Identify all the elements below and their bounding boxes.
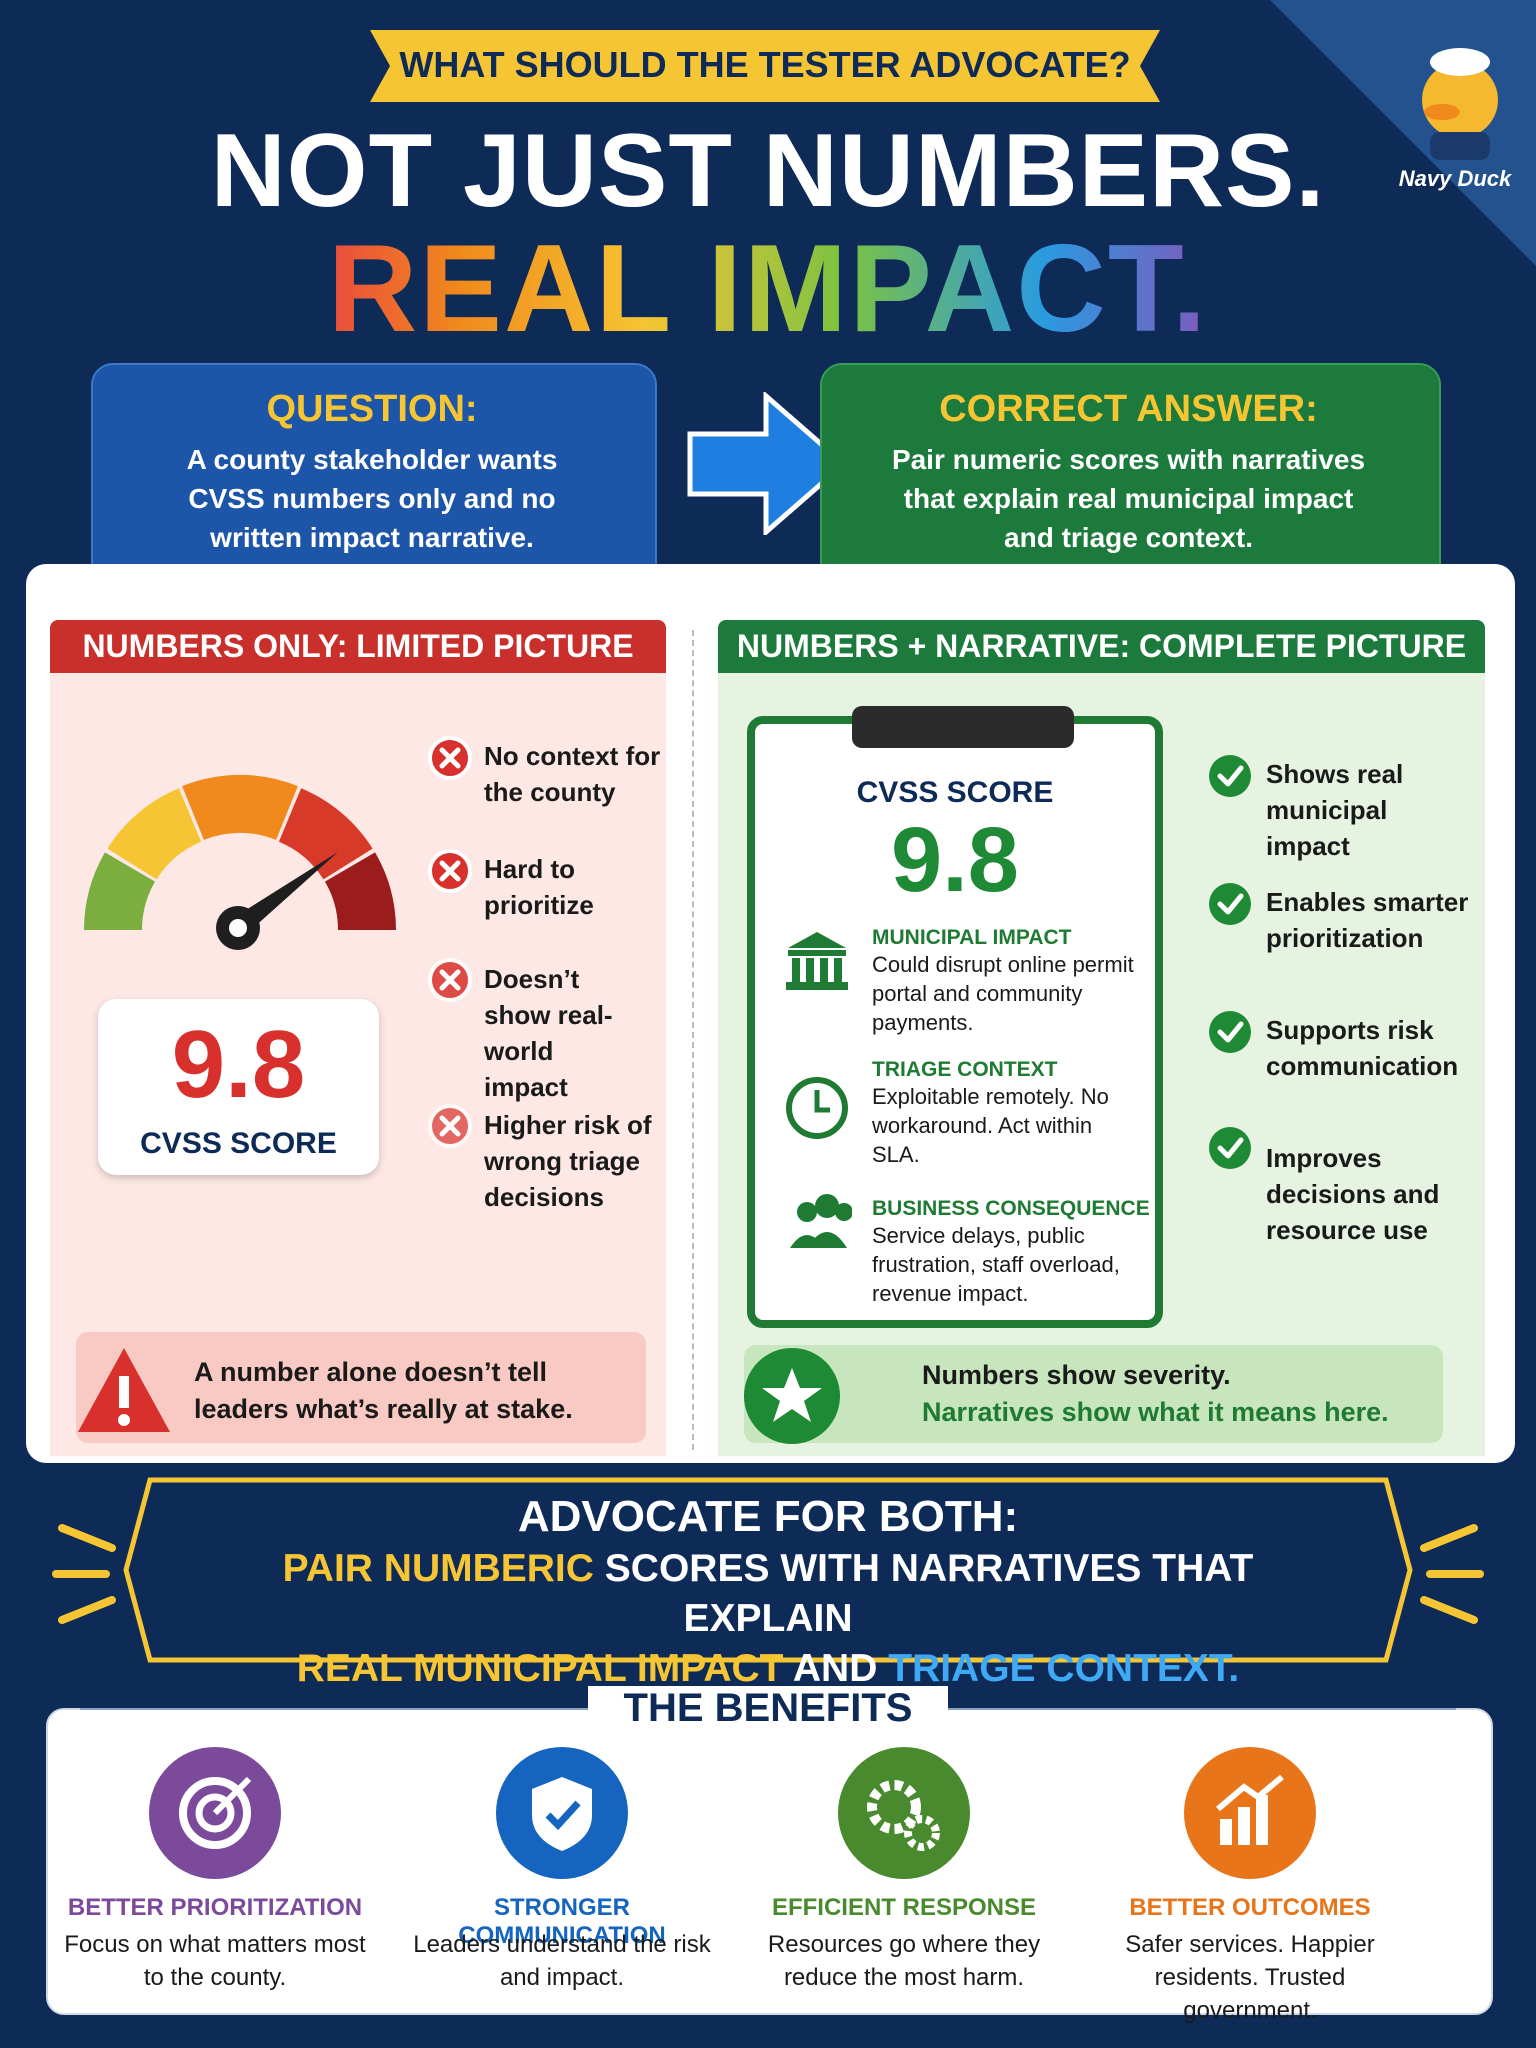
benefit-text: Resources go where they reduce the most … (767, 1931, 1041, 1991)
badge-label: Navy Duck (1398, 166, 1512, 191)
left-header: NUMBERS ONLY: LIMITED PICTURE (50, 620, 666, 673)
advocate-title: ADVOCATE FOR BOTH: (517, 1492, 1019, 1541)
note-line1: Numbers show severity. (922, 1360, 1231, 1390)
warning-box (76, 1332, 646, 1443)
card-section: TRIAGE CONTEXT Exploitable remotely. No … (872, 1058, 1112, 1169)
banner-ribbon (370, 30, 1160, 102)
answer-box (820, 363, 1441, 585)
warning-icon (78, 1348, 170, 1432)
limit-point: Higher risk of wrong triage decisions (484, 1110, 652, 1212)
benefit-point: Improves decisions and resource use (1266, 1143, 1440, 1245)
badge-corner (1270, 0, 1536, 266)
clipboard (747, 716, 1163, 1328)
advocate-banner (52, 1477, 1484, 1663)
headline-line1: NOT JUST NUMBERS. (210, 113, 1326, 229)
benefit-point: Shows real municipal impact (1266, 759, 1404, 861)
advocate-segment: REAL MUNICIPAL IMPACT (296, 1647, 784, 1690)
benefit-text: Leaders understand the risk and impact. (413, 1931, 711, 1991)
section-text: Exploitable remotely. No workaround. Act… (872, 1084, 1109, 1167)
benefits-title: THE BENEFITS (588, 1686, 948, 1731)
card-section: BUSINESS CONSEQUENCE Service delays, pub… (872, 1197, 1152, 1308)
limit-point: Doesn’t show real-world impact (484, 964, 613, 1102)
limit-point: No context for the county (484, 741, 661, 807)
card-score: 9.8 (891, 809, 1019, 911)
card-score-label: CVSS SCORE (856, 776, 1054, 809)
section-title: TRIAGE CONTEXT (872, 1058, 1058, 1081)
benefit-icon (1184, 1747, 1316, 1879)
question-title: QUESTION: (266, 388, 478, 430)
limit-point: Hard to prioritize (484, 854, 594, 920)
question-text: A county stakeholder wants CVSS numbers … (186, 444, 558, 553)
advocate-segment: SCORES WITH NARRATIVES THAT EXPLAIN (604, 1547, 1254, 1640)
benefit-title: STRONGER COMMUNICATION (458, 1894, 666, 1949)
note-line2: Narratives show what it means here. (922, 1397, 1389, 1427)
section-text: Could disrupt online permit portal and c… (872, 952, 1134, 1035)
banner: WHAT SHOULD THE TESTER ADVOCATE? (399, 44, 1131, 85)
star-icon (744, 1348, 840, 1444)
answer-title: CORRECT ANSWER: (939, 388, 1318, 430)
gauge (83, 774, 397, 950)
benefit-title: BETTER OUTCOMES (1129, 1894, 1371, 1921)
arrow (687, 392, 848, 535)
benefit-icon (149, 1747, 281, 1879)
benefit-text: Focus on what matters most to the county… (64, 1931, 366, 1991)
right-header: NUMBERS + NARRATIVE: COMPLETE PICTURE (718, 620, 1485, 673)
section-title: BUSINESS CONSEQUENCE (872, 1197, 1150, 1220)
advocate-segment: AND (792, 1647, 878, 1690)
answer-text: Pair numeric scores with narratives that… (891, 444, 1366, 553)
score: 9.8 (171, 1011, 306, 1118)
benefit-title: BETTER PRIORITIZATION (67, 1894, 363, 1921)
benefit-point: Enables smarter prioritization (1266, 887, 1469, 953)
benefit-text: Safer services. Happier residents. Trust… (1125, 1931, 1375, 2024)
check-icons (1209, 755, 1251, 1169)
score-label: CVSS SCORE (140, 1127, 337, 1160)
warning-text: A number alone doesn’t tell leaders what… (194, 1357, 573, 1424)
section-title: MUNICIPAL IMPACT (872, 926, 1072, 949)
benefit-title: EFFICIENT RESPONSE (771, 1894, 1037, 1921)
benefit-icon (496, 1747, 628, 1879)
card-section: MUNICIPAL IMPACT Could disrupt online pe… (872, 926, 1152, 1037)
score-box (98, 999, 379, 1175)
clipboard-clip (852, 706, 1074, 748)
note-box (744, 1345, 1443, 1443)
advocate-segment: PAIR NUMBERIC (282, 1547, 594, 1590)
benefit-icon (838, 1747, 970, 1879)
section-text: Service delays, public frustration, staf… (872, 1223, 1120, 1306)
divider (692, 630, 694, 1450)
headline-line2: REAL IMPACT. (0, 218, 1536, 360)
advocate-segment: TRIAGE CONTEXT. (888, 1647, 1240, 1690)
section-icons (786, 932, 852, 1248)
x-icons (428, 736, 472, 1148)
benefit-point: Supports risk communication (1266, 1015, 1459, 1081)
advocate-text: PAIR NUMBERIC SCORES WITH NARRATIVES THA… (200, 1544, 1336, 1694)
